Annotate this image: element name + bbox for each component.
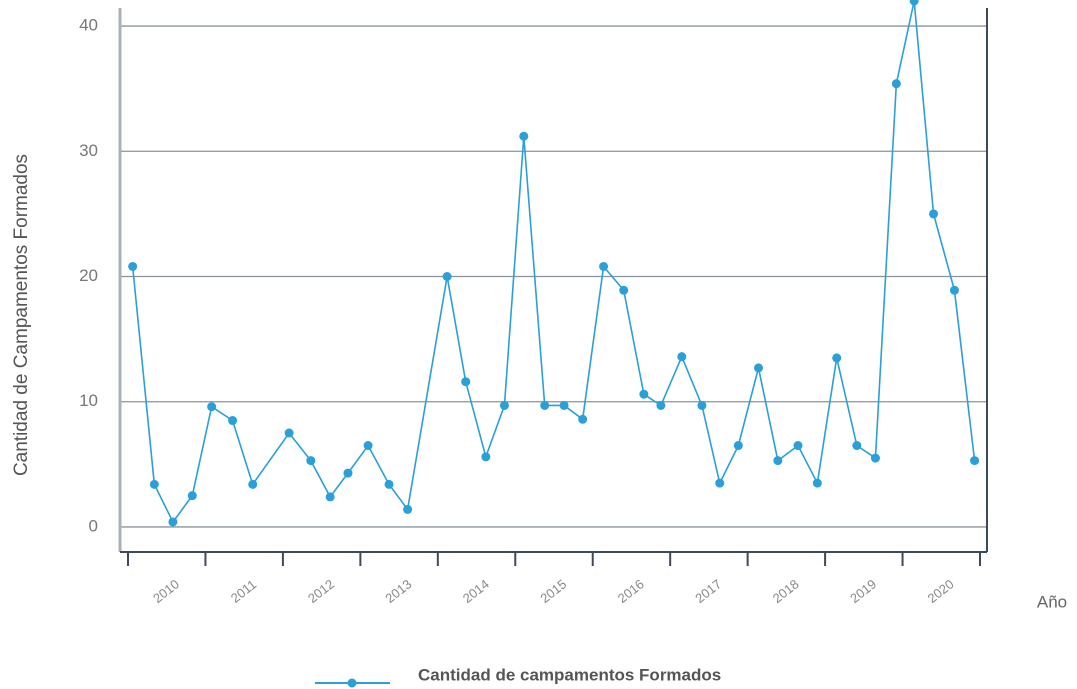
y-tick-label: 30 — [79, 141, 98, 160]
x-tick-label: 2016 — [615, 576, 647, 606]
x-tick-label: 2014 — [460, 576, 492, 606]
x-tick-label: 2017 — [692, 576, 724, 606]
data-point — [519, 131, 529, 141]
data-point — [499, 400, 509, 410]
x-tick-label: 2013 — [382, 576, 414, 606]
y-axis-label: Cantidad de Campamentos Formados — [11, 154, 32, 476]
data-point — [812, 478, 822, 488]
data-point — [306, 456, 316, 466]
data-point — [832, 353, 842, 363]
data-point — [149, 479, 159, 489]
x-tick-label: 2012 — [305, 576, 337, 606]
y-tick-label: 10 — [79, 391, 98, 410]
data-point — [697, 400, 707, 410]
data-point — [384, 479, 394, 489]
data-point — [442, 272, 452, 281]
data-point — [363, 441, 373, 451]
data-point — [284, 428, 294, 438]
data-point — [599, 261, 609, 271]
data-point — [715, 478, 725, 488]
x-tick-label: 2010 — [150, 576, 182, 606]
data-point — [870, 453, 880, 463]
data-point — [168, 517, 178, 527]
data-point — [540, 400, 550, 410]
data-point — [929, 209, 939, 219]
data-point — [639, 389, 649, 399]
data-point — [228, 416, 238, 426]
data-point — [793, 441, 803, 451]
x-tick-label: 2011 — [228, 577, 259, 606]
data-point — [677, 352, 687, 362]
data-point — [207, 402, 217, 412]
data-point — [248, 479, 258, 489]
y-tick-label: 40 — [79, 16, 98, 35]
data-point — [909, 0, 919, 6]
x-tick-label: 2020 — [925, 576, 957, 606]
data-point — [128, 261, 138, 271]
x-tick-label: 2015 — [537, 576, 569, 606]
y-tick-label: 20 — [79, 266, 98, 285]
data-point — [733, 441, 743, 451]
data-point — [559, 400, 569, 410]
x-axis-label: Año — [1037, 592, 1067, 611]
data-point — [187, 491, 197, 501]
data-point — [461, 377, 471, 387]
data-point — [481, 452, 491, 462]
legend-label: Cantidad de campamentos Formados — [418, 665, 721, 684]
data-point — [656, 400, 666, 410]
y-tick-label: 0 — [89, 516, 98, 535]
x-tick-label: 2019 — [847, 576, 879, 606]
x-tick-label: 2018 — [770, 576, 802, 606]
data-point — [753, 363, 763, 373]
data-point — [891, 79, 901, 89]
data-point — [619, 285, 629, 295]
data-point — [343, 468, 353, 478]
data-point — [852, 441, 862, 451]
legend-marker — [347, 678, 357, 688]
data-point — [773, 456, 783, 466]
data-point — [325, 492, 335, 502]
data-point — [578, 414, 588, 424]
data-point — [949, 285, 959, 295]
data-point — [403, 504, 413, 514]
data-point — [970, 456, 980, 466]
series-line — [131, 0, 976, 524]
